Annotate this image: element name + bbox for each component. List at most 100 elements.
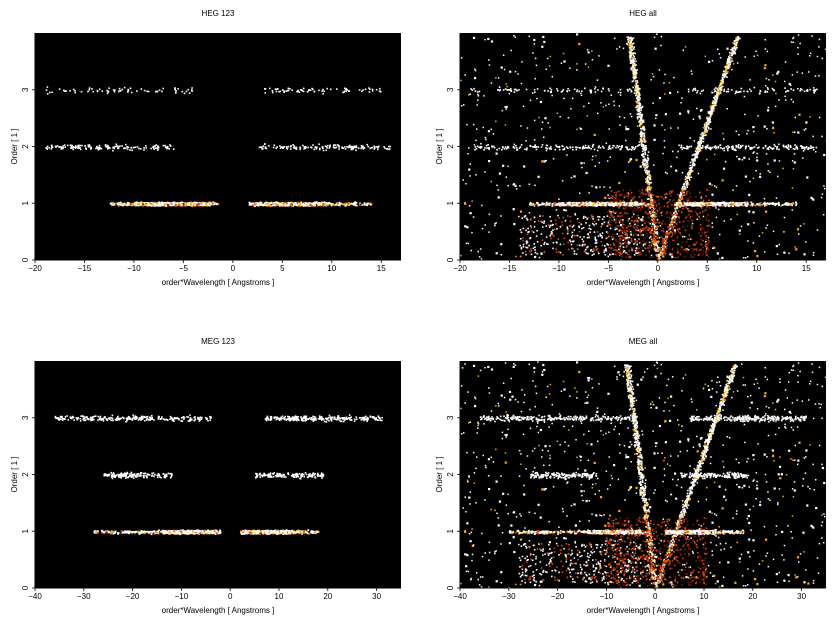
data-point (369, 91, 371, 93)
data-point (665, 113, 667, 115)
data-point (81, 91, 83, 93)
data-point (168, 148, 170, 150)
data-point (625, 140, 627, 142)
data-point (283, 204, 285, 206)
data-point (654, 37, 656, 39)
data-point (756, 159, 758, 161)
data-point (652, 202, 654, 204)
data-point (650, 79, 652, 81)
data-point (469, 175, 471, 177)
data-point (722, 179, 724, 181)
data-point (631, 52, 633, 54)
data-point (759, 93, 761, 95)
data-point (706, 189, 708, 191)
data-point (545, 69, 547, 71)
data-point (654, 217, 656, 219)
data-point (746, 133, 748, 135)
data-point (51, 147, 53, 149)
data-point (355, 205, 357, 207)
data-point (47, 93, 49, 95)
data-point (508, 185, 510, 187)
data-point (351, 147, 353, 149)
data-point (691, 221, 693, 223)
data-point (526, 240, 528, 242)
data-point (685, 46, 687, 48)
data-point (731, 54, 733, 56)
data-point (775, 106, 777, 108)
data-point (583, 227, 585, 229)
data-point (687, 208, 689, 210)
data-point (88, 144, 90, 146)
data-point (630, 49, 632, 51)
data-point (636, 69, 638, 71)
data-point (635, 88, 637, 90)
data-point (764, 126, 766, 128)
data-point (616, 199, 618, 201)
data-point (654, 219, 656, 221)
data-point (374, 147, 376, 149)
data-point (768, 170, 770, 172)
data-point (498, 77, 500, 79)
data-point (821, 197, 823, 199)
data-point (477, 99, 479, 101)
data-point (639, 235, 641, 237)
data-point (735, 53, 737, 55)
data-point (791, 41, 793, 43)
data-point (500, 215, 502, 217)
data-point (680, 254, 682, 256)
data-point (611, 236, 613, 238)
data-point (608, 236, 610, 238)
data-point (650, 201, 652, 203)
data-point (169, 202, 171, 204)
data-point (635, 107, 637, 109)
data-point (609, 220, 611, 222)
data-point (157, 146, 159, 148)
data-point (670, 166, 672, 168)
data-point (345, 89, 347, 91)
data-point (736, 185, 738, 187)
data-point (691, 168, 693, 170)
data-point (174, 87, 176, 89)
data-point (321, 90, 323, 92)
data-point (622, 220, 624, 222)
data-point (529, 251, 531, 253)
data-point (464, 225, 466, 227)
data-point (624, 212, 626, 214)
data-point (525, 140, 527, 142)
data-point (333, 145, 335, 147)
data-point (570, 221, 572, 223)
data-point (526, 218, 528, 220)
data-point (173, 148, 175, 150)
data-point (644, 222, 646, 224)
data-point (541, 128, 543, 130)
data-point (645, 230, 647, 232)
data-point (513, 184, 515, 186)
data-point (645, 172, 647, 174)
data-point (630, 56, 632, 58)
data-point (635, 77, 637, 79)
data-point (712, 248, 714, 250)
data-point (629, 189, 631, 191)
data-point (647, 155, 649, 157)
data-point (269, 88, 271, 90)
data-point (755, 51, 757, 53)
data-point (599, 186, 601, 188)
data-point (322, 147, 324, 149)
data-point (521, 83, 523, 85)
data-point (633, 60, 635, 62)
data-point (655, 241, 657, 243)
data-point (525, 230, 527, 232)
data-point (613, 216, 615, 218)
data-point (186, 91, 188, 93)
data-point (704, 131, 706, 133)
data-point (730, 57, 732, 59)
data-point (714, 97, 716, 99)
data-point (693, 154, 695, 156)
data-point (697, 219, 699, 221)
data-point (597, 251, 599, 253)
data-point (692, 155, 694, 157)
data-point (731, 49, 733, 51)
data-point (618, 182, 620, 184)
data-point (689, 165, 691, 167)
data-point (764, 64, 766, 66)
